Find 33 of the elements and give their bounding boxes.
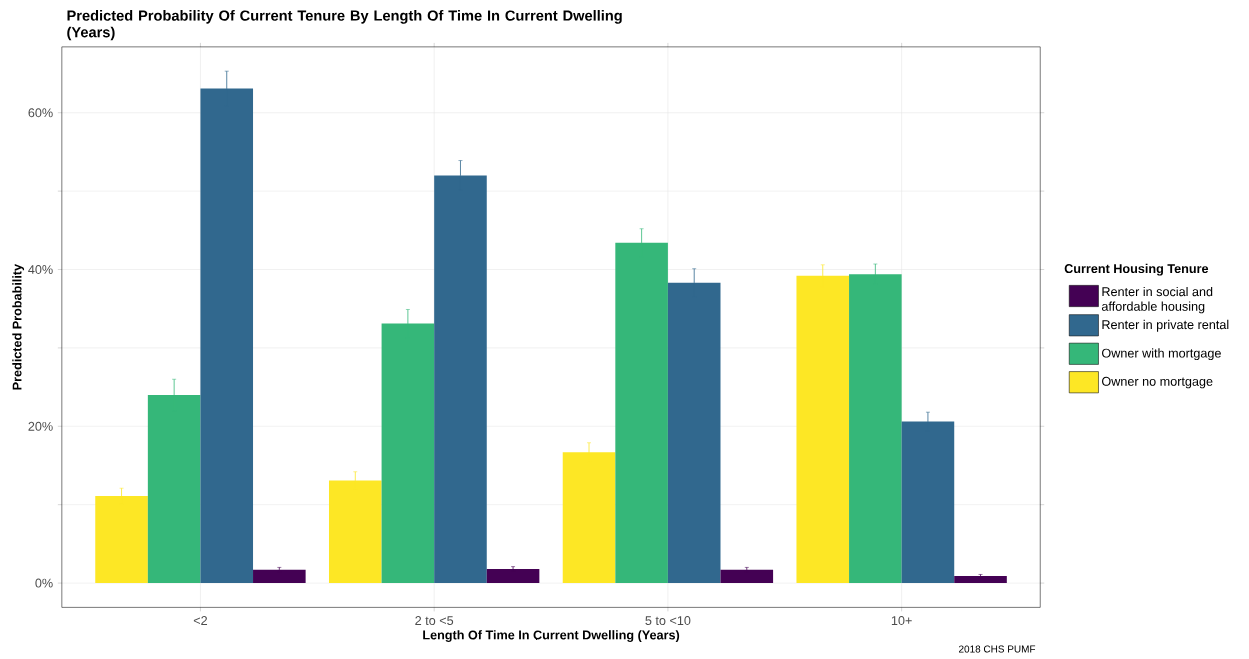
chart-title: Predicted Probability Of Current Tenure By Length Of Time In Current Dwelling (Years) <box>67 9 622 41</box>
bar <box>328 480 382 583</box>
bar <box>486 568 540 583</box>
legend-label: Renter in social and affordable housing <box>1101 286 1213 314</box>
bar <box>615 242 668 583</box>
legend-label: Owner with mortgage <box>1102 348 1221 360</box>
bar <box>562 452 616 583</box>
bar <box>147 394 201 583</box>
y-tick-label: 20% <box>28 421 53 431</box>
text: 2018 CHS PUMF <box>959 645 1036 653</box>
x-tick-label: 2 to <5 <box>415 615 454 625</box>
bar <box>796 275 850 583</box>
x-tick-label: 10+ <box>891 615 912 625</box>
x-tick-label: <2 <box>193 615 208 625</box>
legend-title: Current Housing Tenure <box>1064 263 1209 276</box>
bar <box>720 569 774 583</box>
y-axis-title: Predicted Probability <box>12 263 25 390</box>
y-tick-label: 40% <box>28 264 53 274</box>
bar <box>667 282 721 583</box>
bar <box>901 421 955 583</box>
y-tick-label: 60% <box>28 108 53 118</box>
bar <box>200 88 254 583</box>
x-axis-title: Length Of Time In Current Dwelling (Years) <box>423 630 680 642</box>
x-tick-label: 5 to <10 <box>645 615 691 625</box>
bar <box>381 323 435 583</box>
legend-label: Owner no mortgage <box>1102 376 1213 389</box>
bar <box>253 569 306 583</box>
legend-label: Renter in private rental <box>1102 319 1229 332</box>
bar <box>849 274 902 583</box>
bar <box>434 175 487 583</box>
bar <box>954 575 1007 583</box>
y-tick-label: 0% <box>35 578 53 588</box>
bar <box>95 495 148 583</box>
